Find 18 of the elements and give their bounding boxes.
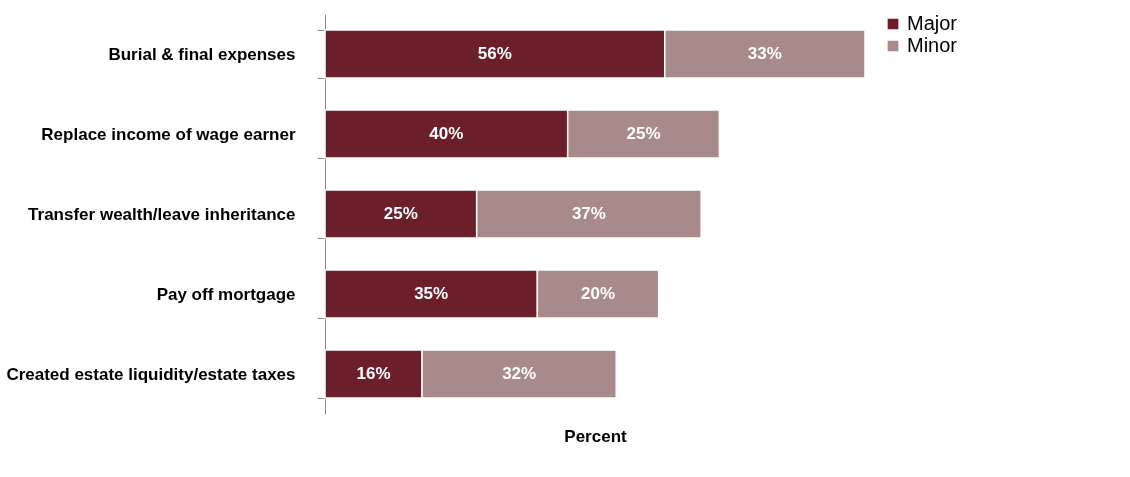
data-label: 33% [747,44,782,63]
y-tick-label: Created estate liquidity/estate taxes [6,364,296,384]
legend-label: Minor [907,34,958,56]
data-label: 25% [383,204,418,223]
data-label: 56% [477,44,512,63]
data-label: 40% [429,124,464,143]
x-axis-title: Percent [564,426,628,446]
data-label: 35% [414,284,449,303]
y-tick-label: Pay off mortgage [156,284,296,304]
y-tick-label: Burial & final expenses [108,44,296,64]
data-label: 20% [581,284,616,303]
data-label: 37% [571,204,606,223]
legend-label: Major [907,12,958,34]
y-tick-label: Replace income of wage earner [41,124,296,144]
data-label: 25% [626,124,661,143]
data-label: 16% [356,364,391,383]
data-label: 32% [502,364,537,383]
y-tick-label: Transfer wealth/leave inheritance [28,204,296,224]
